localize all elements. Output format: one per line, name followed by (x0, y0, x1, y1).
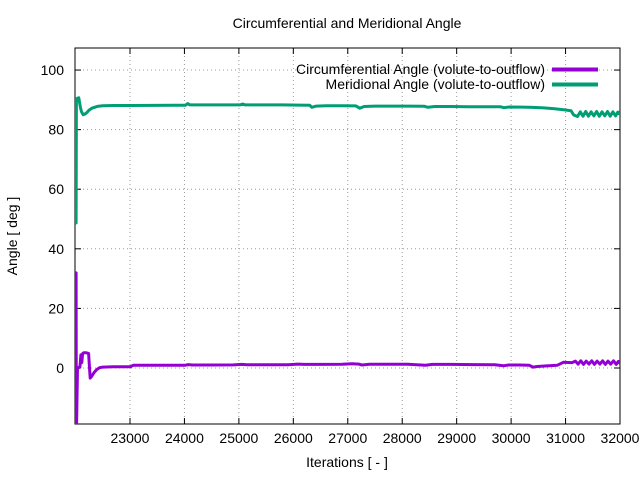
legend-label-meridional: Meridional Angle (volute-to-outflow) (326, 76, 545, 92)
series-lines (75, 96, 620, 424)
y-axis-label: Angle [ deg ] (4, 197, 20, 276)
y-tick-label: 80 (48, 122, 64, 138)
x-tick-label: 32000 (601, 430, 640, 446)
x-tick-label: 29000 (437, 430, 476, 446)
x-tick-label: 31000 (546, 430, 585, 446)
x-tick-label: 30000 (492, 430, 531, 446)
legend-label-circumferential: Circumferential Angle (volute-to-outflow… (296, 61, 545, 77)
y-tick-label: 100 (41, 62, 65, 78)
y-tick-label: 20 (48, 300, 64, 316)
series-line-1 (75, 96, 620, 225)
x-tick-label: 25000 (219, 430, 258, 446)
x-tick-label: 28000 (383, 430, 422, 446)
chart-title: Circumferential and Meridional Angle (233, 15, 462, 31)
y-tick-label: 40 (48, 241, 64, 257)
x-axis-label: Iterations [ - ] (306, 454, 388, 470)
x-tick-label: 26000 (274, 430, 313, 446)
x-tick-label: 24000 (165, 430, 204, 446)
legend: Circumferential Angle (volute-to-outflow… (296, 61, 598, 92)
axis-tick-labels: 23000 24000 25000 26000 27000 28000 29000 30000… (41, 62, 640, 446)
series-line-0 (75, 271, 620, 424)
y-tick-label: 60 (48, 181, 64, 197)
x-tick-label: 23000 (111, 430, 150, 446)
x-tick-label: 27000 (328, 430, 367, 446)
y-tick-label: 0 (56, 360, 64, 376)
